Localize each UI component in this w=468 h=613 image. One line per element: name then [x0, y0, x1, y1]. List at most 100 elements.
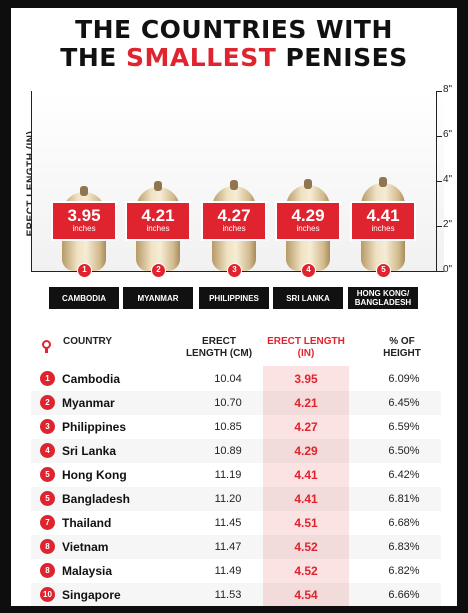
value-number: 4.29 — [291, 206, 325, 225]
title-line-1: THE COUNTRIES WITH — [75, 15, 393, 44]
table-row: 8 Vietnam 11.47 4.52 6.83% — [31, 535, 441, 559]
header-country: COUNTRY — [63, 336, 113, 347]
table-row: 7 Thailand 11.45 4.51 6.68% — [31, 511, 441, 535]
value-unit: inches — [146, 224, 170, 233]
chart-title: THE COUNTRIES WITH THE SMALLEST PENISES — [11, 16, 457, 72]
percent-of-height: 6.42% — [388, 469, 420, 481]
country-name: Vietnam — [62, 540, 109, 554]
rank-badge-2: 2 — [151, 263, 166, 278]
value-unit: inches — [296, 224, 320, 233]
length-inches: 4.27 — [294, 420, 318, 434]
percent-of-height: 6.83% — [388, 541, 420, 553]
length-cm: 11.20 — [214, 493, 242, 505]
country-name: Hong Kong — [62, 468, 127, 482]
percent-of-height: 6.82% — [388, 565, 420, 577]
y-tick-label: 8" — [443, 84, 453, 95]
value-unit: inches — [222, 224, 246, 233]
table-row: 8 Malaysia 11.49 4.52 6.82% — [31, 559, 441, 583]
percent-of-height: 6.59% — [388, 421, 420, 433]
rank-badge: 5 — [40, 491, 55, 506]
country-name: Myanmar — [62, 396, 115, 410]
length-inches: 4.29 — [294, 444, 318, 458]
length-cm: 10.70 — [214, 397, 242, 409]
value-number: 4.21 — [141, 206, 175, 225]
table-row: 1 Cambodia 10.04 3.95 6.09% — [31, 367, 441, 391]
table-row: 4 Sri Lanka 10.89 4.29 6.50% — [31, 439, 441, 463]
percent-of-height: 6.50% — [388, 445, 420, 457]
rank-badge: 2 — [40, 395, 55, 410]
country-name: Thailand — [62, 516, 112, 530]
rank-badge-1: 1 — [77, 263, 92, 278]
length-inches: 4.21 — [294, 396, 318, 410]
rank-badge: 10 — [40, 587, 55, 602]
value-unit: inches — [72, 224, 96, 233]
country-name: Malaysia — [62, 564, 113, 578]
value-label-4: 4.29 inches — [275, 201, 341, 241]
rank-badge-5: 5 — [376, 263, 391, 278]
rank-badge-3: 3 — [227, 263, 242, 278]
category-label-2: MYANMAR — [123, 287, 193, 309]
length-inches: 4.51 — [294, 516, 318, 530]
y-tick-mark — [436, 271, 442, 272]
y-tick-mark — [436, 181, 442, 182]
title-line-2-pre: THE — [60, 43, 127, 72]
value-unit: inches — [371, 224, 395, 233]
rank-badge: 4 — [40, 443, 55, 458]
rank-badge: 8 — [40, 563, 55, 578]
table-row: 10 Singapore 11.53 4.54 6.66% — [31, 583, 441, 606]
y-tick-label: 2" — [443, 219, 453, 230]
value-number: 4.27 — [217, 206, 251, 225]
length-inches: 4.54 — [294, 588, 318, 602]
country-name: Bangladesh — [62, 492, 131, 506]
length-cm: 11.19 — [214, 469, 242, 481]
title-line-2-post: PENISES — [276, 43, 408, 72]
value-number: 3.95 — [67, 206, 101, 225]
length-inches: 4.41 — [294, 468, 318, 482]
percent-of-height: 6.68% — [388, 517, 420, 529]
length-cm: 10.04 — [214, 373, 242, 385]
y-tick-label: 4" — [443, 174, 453, 185]
table-row: 5 Hong Kong 11.19 4.41 6.42% — [31, 463, 441, 487]
category-label-1: CAMBODIA — [49, 287, 119, 309]
country-name: Sri Lanka — [62, 444, 117, 458]
rank-badge: 3 — [40, 419, 55, 434]
length-cm: 11.45 — [214, 517, 242, 529]
value-label-3: 4.27 inches — [201, 201, 267, 241]
table-row: 3 Philippines 10.85 4.27 6.59% — [31, 415, 441, 439]
rank-marker-icon — [42, 340, 51, 353]
rank-badge-4: 4 — [301, 263, 316, 278]
percent-of-height: 6.66% — [388, 589, 420, 601]
country-name: Cambodia — [62, 372, 121, 386]
table-row: 5 Bangladesh 11.20 4.41 6.81% — [31, 487, 441, 511]
country-name: Singapore — [62, 588, 121, 602]
y-tick-mark — [436, 136, 442, 137]
value-label-5: 4.41 inches — [350, 201, 416, 241]
length-cm: 11.49 — [214, 565, 242, 577]
y-tick-label: 6" — [443, 129, 453, 140]
rank-badge: 8 — [40, 539, 55, 554]
rank-badge: 1 — [40, 371, 55, 386]
length-inches: 4.41 — [294, 492, 318, 506]
header-inches: ERECT LENGTH (IN) — [267, 336, 345, 359]
country-name: Philippines — [62, 420, 127, 434]
value-label-1: 3.95 inches — [51, 201, 117, 241]
length-cm: 11.47 — [214, 541, 242, 553]
value-label-2: 4.21 inches — [125, 201, 191, 241]
title-accent: SMALLEST — [126, 43, 277, 72]
percent-of-height: 6.81% — [388, 493, 420, 505]
infographic-card: THE COUNTRIES WITH THE SMALLEST PENISES … — [11, 8, 457, 606]
length-cm: 11.53 — [214, 589, 242, 601]
y-tick-mark — [436, 226, 442, 227]
rank-badge: 5 — [40, 467, 55, 482]
header-pct: % OF HEIGHT — [383, 336, 421, 359]
length-cm: 10.85 — [214, 421, 242, 433]
category-label-5: HONG KONG/ BANGLADESH — [348, 287, 418, 309]
category-label-3: PHILIPPINES — [199, 287, 269, 309]
percent-of-height: 6.09% — [388, 373, 420, 385]
header-cm: ERECT LENGTH (CM) — [185, 336, 253, 359]
length-inches: 4.52 — [294, 564, 318, 578]
category-label-4: SRI LANKA — [273, 287, 343, 309]
inches-column-highlight — [263, 366, 349, 606]
length-cm: 10.89 — [214, 445, 242, 457]
length-inches: 4.52 — [294, 540, 318, 554]
